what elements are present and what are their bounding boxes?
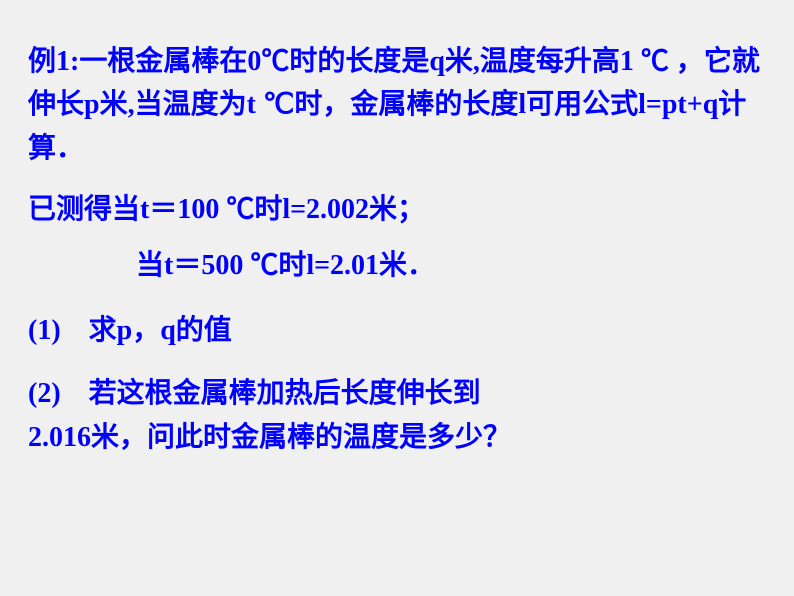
question-2-line-2: 2.016米，问此时金属棒的温度是多少？ <box>28 422 511 453</box>
paragraph-question-1: (1) 求p，q的值 <box>28 309 766 352</box>
document-content: 例1:一根金属棒在0℃时的长度是q米,温度每升高1 ℃ ，它就伸长p米,当温度为… <box>0 0 794 459</box>
paragraph-example: 例1:一根金属棒在0℃时的长度是q米,温度每升高1 ℃ ，它就伸长p米,当温度为… <box>28 40 766 170</box>
paragraph-question-2: (2) 若这根金属棒加热后长度伸长到 2.016米，问此时金属棒的温度是多少？ <box>28 372 766 459</box>
paragraph-measurement-1: 已测得当t＝100 ℃时l=2.002米； <box>28 188 766 231</box>
question-2-line-1: (2) 若这根金属棒加热后长度伸长到 <box>28 378 481 409</box>
paragraph-measurement-2: 当t＝500 ℃时l=2.01米． <box>28 244 766 287</box>
